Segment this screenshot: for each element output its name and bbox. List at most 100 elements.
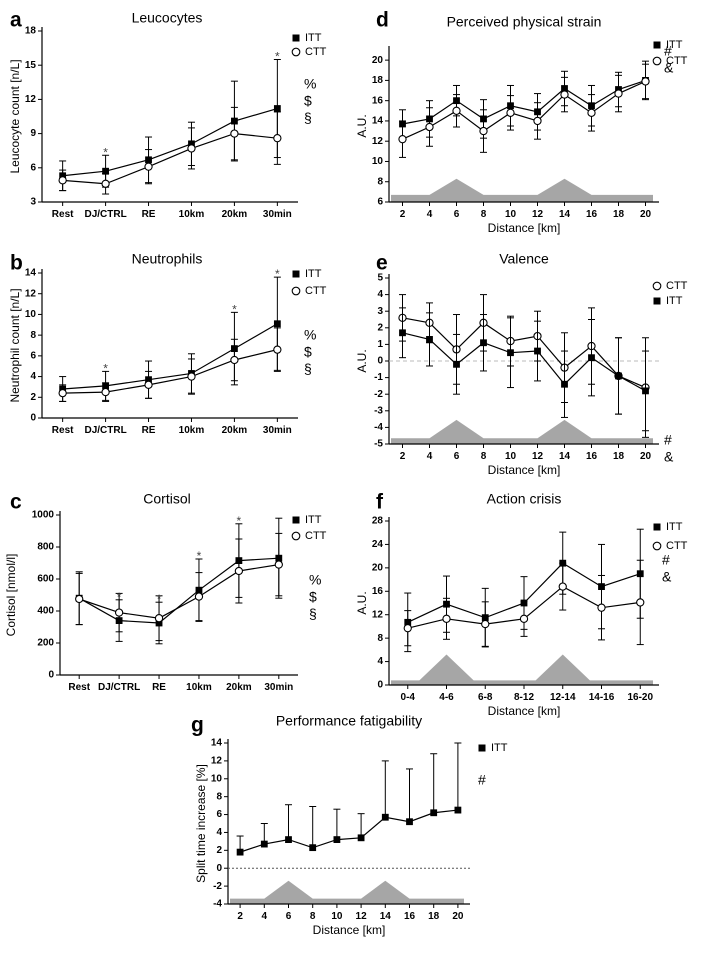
x-axis-label: Distance [km] [488, 463, 561, 477]
x-tick-label: 10km [179, 425, 205, 436]
data-point [615, 372, 622, 380]
legend-label: ITT [666, 39, 683, 51]
panel-d: d Perceived physical strain 6 8 10 12 14 16 18 20… [355, 9, 687, 235]
data-point [381, 813, 389, 821]
series-ctt [403, 559, 645, 647]
y-tick-label: 12 [25, 94, 37, 105]
data-point [101, 387, 110, 397]
legend-marker [292, 516, 300, 524]
data-point [234, 566, 244, 576]
legend-marker [291, 531, 301, 541]
series-ctt [398, 63, 650, 158]
x-tick-label: 18 [428, 911, 440, 922]
y-tick-label: 2 [377, 322, 383, 333]
y-tick-label: -2 [374, 389, 383, 400]
y-tick-label: 200 [37, 638, 54, 649]
legend-marker [653, 41, 661, 49]
significance-symbol: % [304, 327, 316, 343]
x-tick-label: Rest [68, 682, 90, 693]
y-tick-label: 28 [372, 516, 384, 527]
significance-star: * [103, 145, 108, 159]
y-tick-label: -1 [374, 372, 383, 383]
data-point [230, 129, 239, 138]
series-line [62, 107, 278, 177]
x-tick-label: Rest [52, 209, 74, 220]
y-tick-label: 0 [48, 670, 54, 681]
y-tick-label: -2 [213, 881, 222, 892]
series-line [78, 557, 279, 624]
legend-item-itt: ITT [653, 295, 683, 307]
legend-marker [652, 56, 662, 66]
significance-symbol: $ [309, 589, 317, 605]
significance-star: * [117, 590, 122, 604]
significance-symbol: # [664, 43, 672, 59]
series-itt [75, 517, 283, 645]
series-line [62, 132, 278, 185]
legend-label: ITT [305, 268, 322, 280]
chart-title: Cortisol [143, 491, 190, 507]
legend-label: ITT [305, 32, 322, 44]
x-tick-label: 18 [613, 209, 625, 220]
intensity-profile [230, 880, 464, 904]
legend-item-itt: ITT [653, 39, 683, 51]
legend-label: ITT [305, 514, 322, 526]
y-tick-label: 8 [216, 791, 222, 802]
legend-item-ctt: CTT [652, 280, 688, 292]
significance-star: * [275, 267, 280, 281]
data-point [642, 387, 649, 395]
y-tick-label: 0 [377, 680, 383, 691]
data-point [588, 354, 595, 362]
y-tick-label: 6 [30, 162, 36, 173]
data-point [480, 339, 487, 347]
y-tick-label: 12 [372, 609, 384, 620]
y-tick-label: 1 [377, 339, 383, 350]
y-tick-label: 4 [216, 827, 222, 838]
data-point [453, 360, 460, 368]
x-tick-label: 2 [400, 209, 406, 220]
significance-symbol: % [309, 572, 321, 588]
x-tick-label: 16 [586, 451, 598, 462]
series-ctt [75, 532, 283, 642]
panel-b: b Neutrophils 0 2 4 6 8 10 12 14 Rest DJ/CTRL RE 10km… [8, 251, 326, 436]
x-tick-label: 10km [186, 682, 212, 693]
x-tick-label: 6 [454, 209, 460, 220]
data-point [154, 614, 164, 623]
data-point [399, 329, 406, 337]
legend-label: ITT [666, 295, 683, 307]
data-point [194, 592, 204, 601]
data-point [333, 836, 341, 843]
data-point [274, 560, 283, 569]
legend-label: CTT [305, 285, 327, 297]
data-point [273, 345, 282, 354]
series-itt [236, 742, 462, 856]
data-point [398, 135, 407, 144]
panel-a: a Leucocytes 3 6 9 12 15 18 Rest DJ/CTRL RE 10km 20k… [8, 9, 326, 220]
x-tick-label: 20 [452, 911, 464, 922]
data-point [452, 106, 461, 115]
data-point [479, 126, 488, 136]
legend-item-ctt: CTT [291, 285, 327, 297]
y-tick-label: 5 [377, 273, 383, 284]
intensity-profile [391, 178, 653, 202]
x-tick-label: 12 [532, 209, 544, 220]
series-line [239, 809, 458, 853]
data-point [144, 380, 153, 390]
data-point [560, 90, 569, 99]
y-tick-label: 800 [37, 542, 54, 553]
series-line [62, 349, 278, 394]
panel-letter: d [376, 9, 389, 32]
x-tick-label: 20km [222, 425, 248, 436]
y-axis-label: A.U. [355, 114, 369, 137]
x-tick-label: 20km [222, 209, 248, 220]
panel-f: f Action crisis 0 4 8 12 16 20 24 28 0-4 4-6 6-8 8-12… [355, 491, 687, 718]
data-point [561, 380, 568, 388]
y-tick-label: 8 [30, 330, 36, 341]
chart-title: Valence [499, 251, 549, 267]
data-point [187, 372, 196, 381]
intensity-profile [391, 654, 653, 685]
legend-item-ctt: CTT [652, 540, 688, 552]
legend-item-itt: ITT [292, 268, 322, 280]
significance-symbol: & [664, 60, 674, 76]
x-tick-label: 20 [640, 209, 652, 220]
series-ctt [58, 106, 282, 195]
